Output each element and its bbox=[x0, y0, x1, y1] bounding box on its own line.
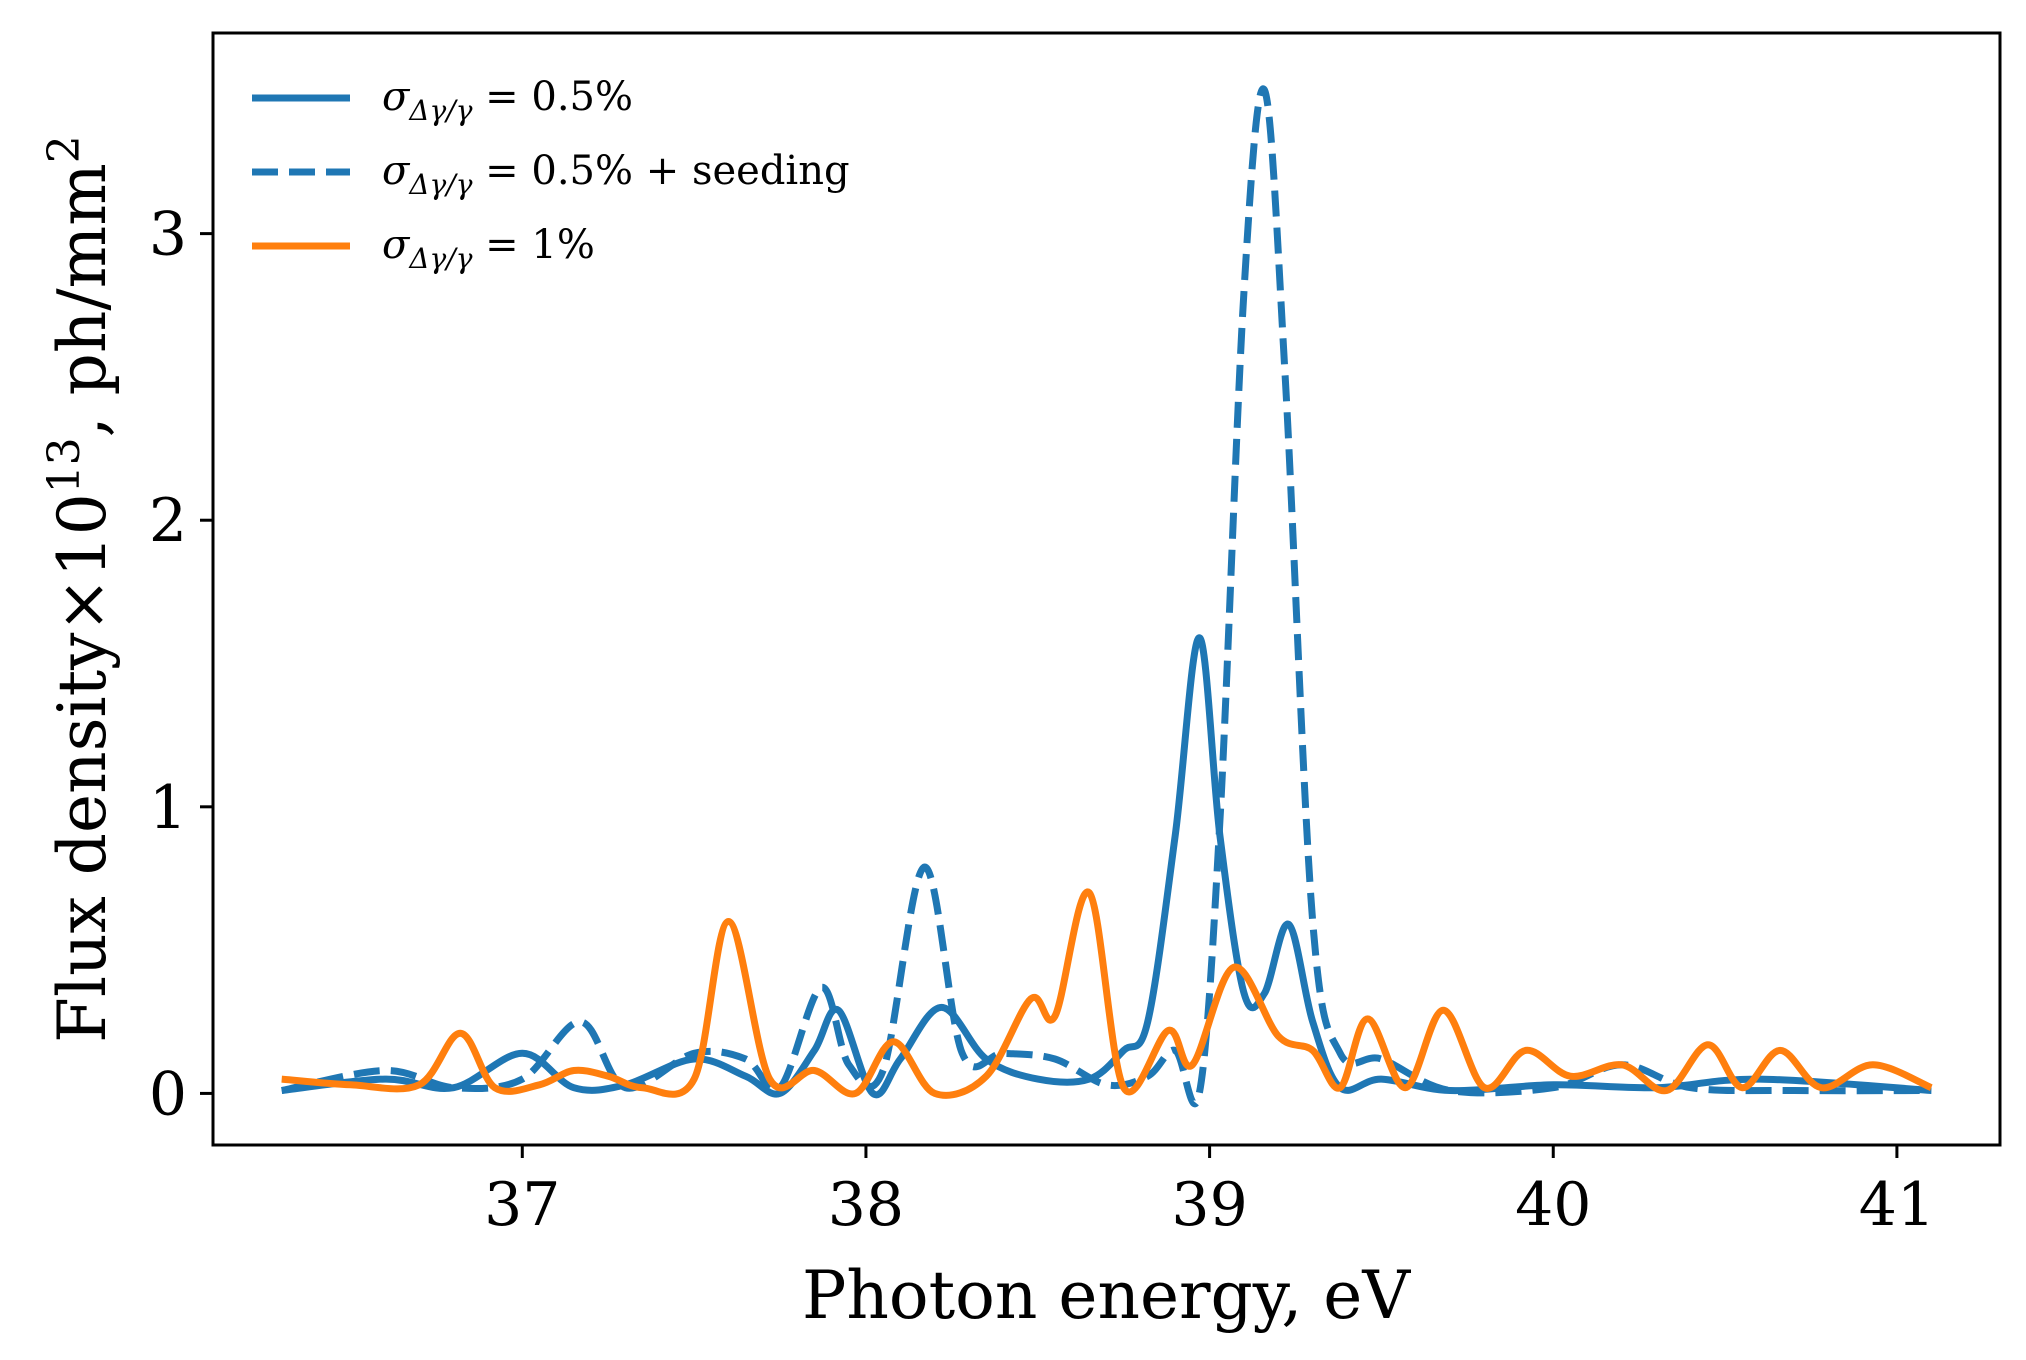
y-tick-label-2: 2 bbox=[149, 486, 187, 556]
series-layer bbox=[281, 85, 1933, 1108]
legend: σΔγ/γ = 0.5% σΔγ/γ = 0.5% + seeding σΔγ/γ … bbox=[252, 74, 850, 275]
y-axis: 0 1 2 3 bbox=[149, 200, 213, 1129]
legend-label-1: σΔγ/γ = 0.5% bbox=[382, 74, 633, 127]
y-tick-label-0: 0 bbox=[149, 1059, 187, 1129]
y-axis-label-unit-exp: 2 bbox=[39, 135, 90, 163]
x-axis: 37 38 39 40 41 bbox=[484, 1145, 1935, 1240]
plot-frame bbox=[211, 31, 2002, 1147]
x-tick-label-38: 38 bbox=[828, 1170, 904, 1240]
x-tick-label-40: 40 bbox=[1515, 1170, 1591, 1240]
y-axis-label-exp: 13 bbox=[39, 437, 90, 493]
y-tick-label-3: 3 bbox=[149, 200, 187, 270]
legend-label-2: σΔγ/γ = 0.5% + seeding bbox=[382, 148, 850, 201]
y-axis-label-unit: , ph/mm bbox=[44, 163, 121, 437]
series-line-3 bbox=[281, 888, 1933, 1099]
y-axis-label: Flux density×1013, ph/mm2 bbox=[39, 135, 121, 1043]
plot-background bbox=[213, 33, 2000, 1145]
y-axis-label-times: ×10 bbox=[44, 493, 121, 632]
x-tick-label-37: 37 bbox=[484, 1170, 560, 1240]
x-tick-label-39: 39 bbox=[1171, 1170, 1247, 1240]
x-axis-label: Photon energy, eV bbox=[802, 1257, 1411, 1334]
y-axis-label-prefix: Flux density bbox=[44, 632, 121, 1043]
y-tick-label-1: 1 bbox=[149, 773, 187, 843]
legend-label-3: σΔγ/γ = 1% bbox=[382, 222, 595, 275]
x-tick-label-41: 41 bbox=[1859, 1170, 1935, 1240]
